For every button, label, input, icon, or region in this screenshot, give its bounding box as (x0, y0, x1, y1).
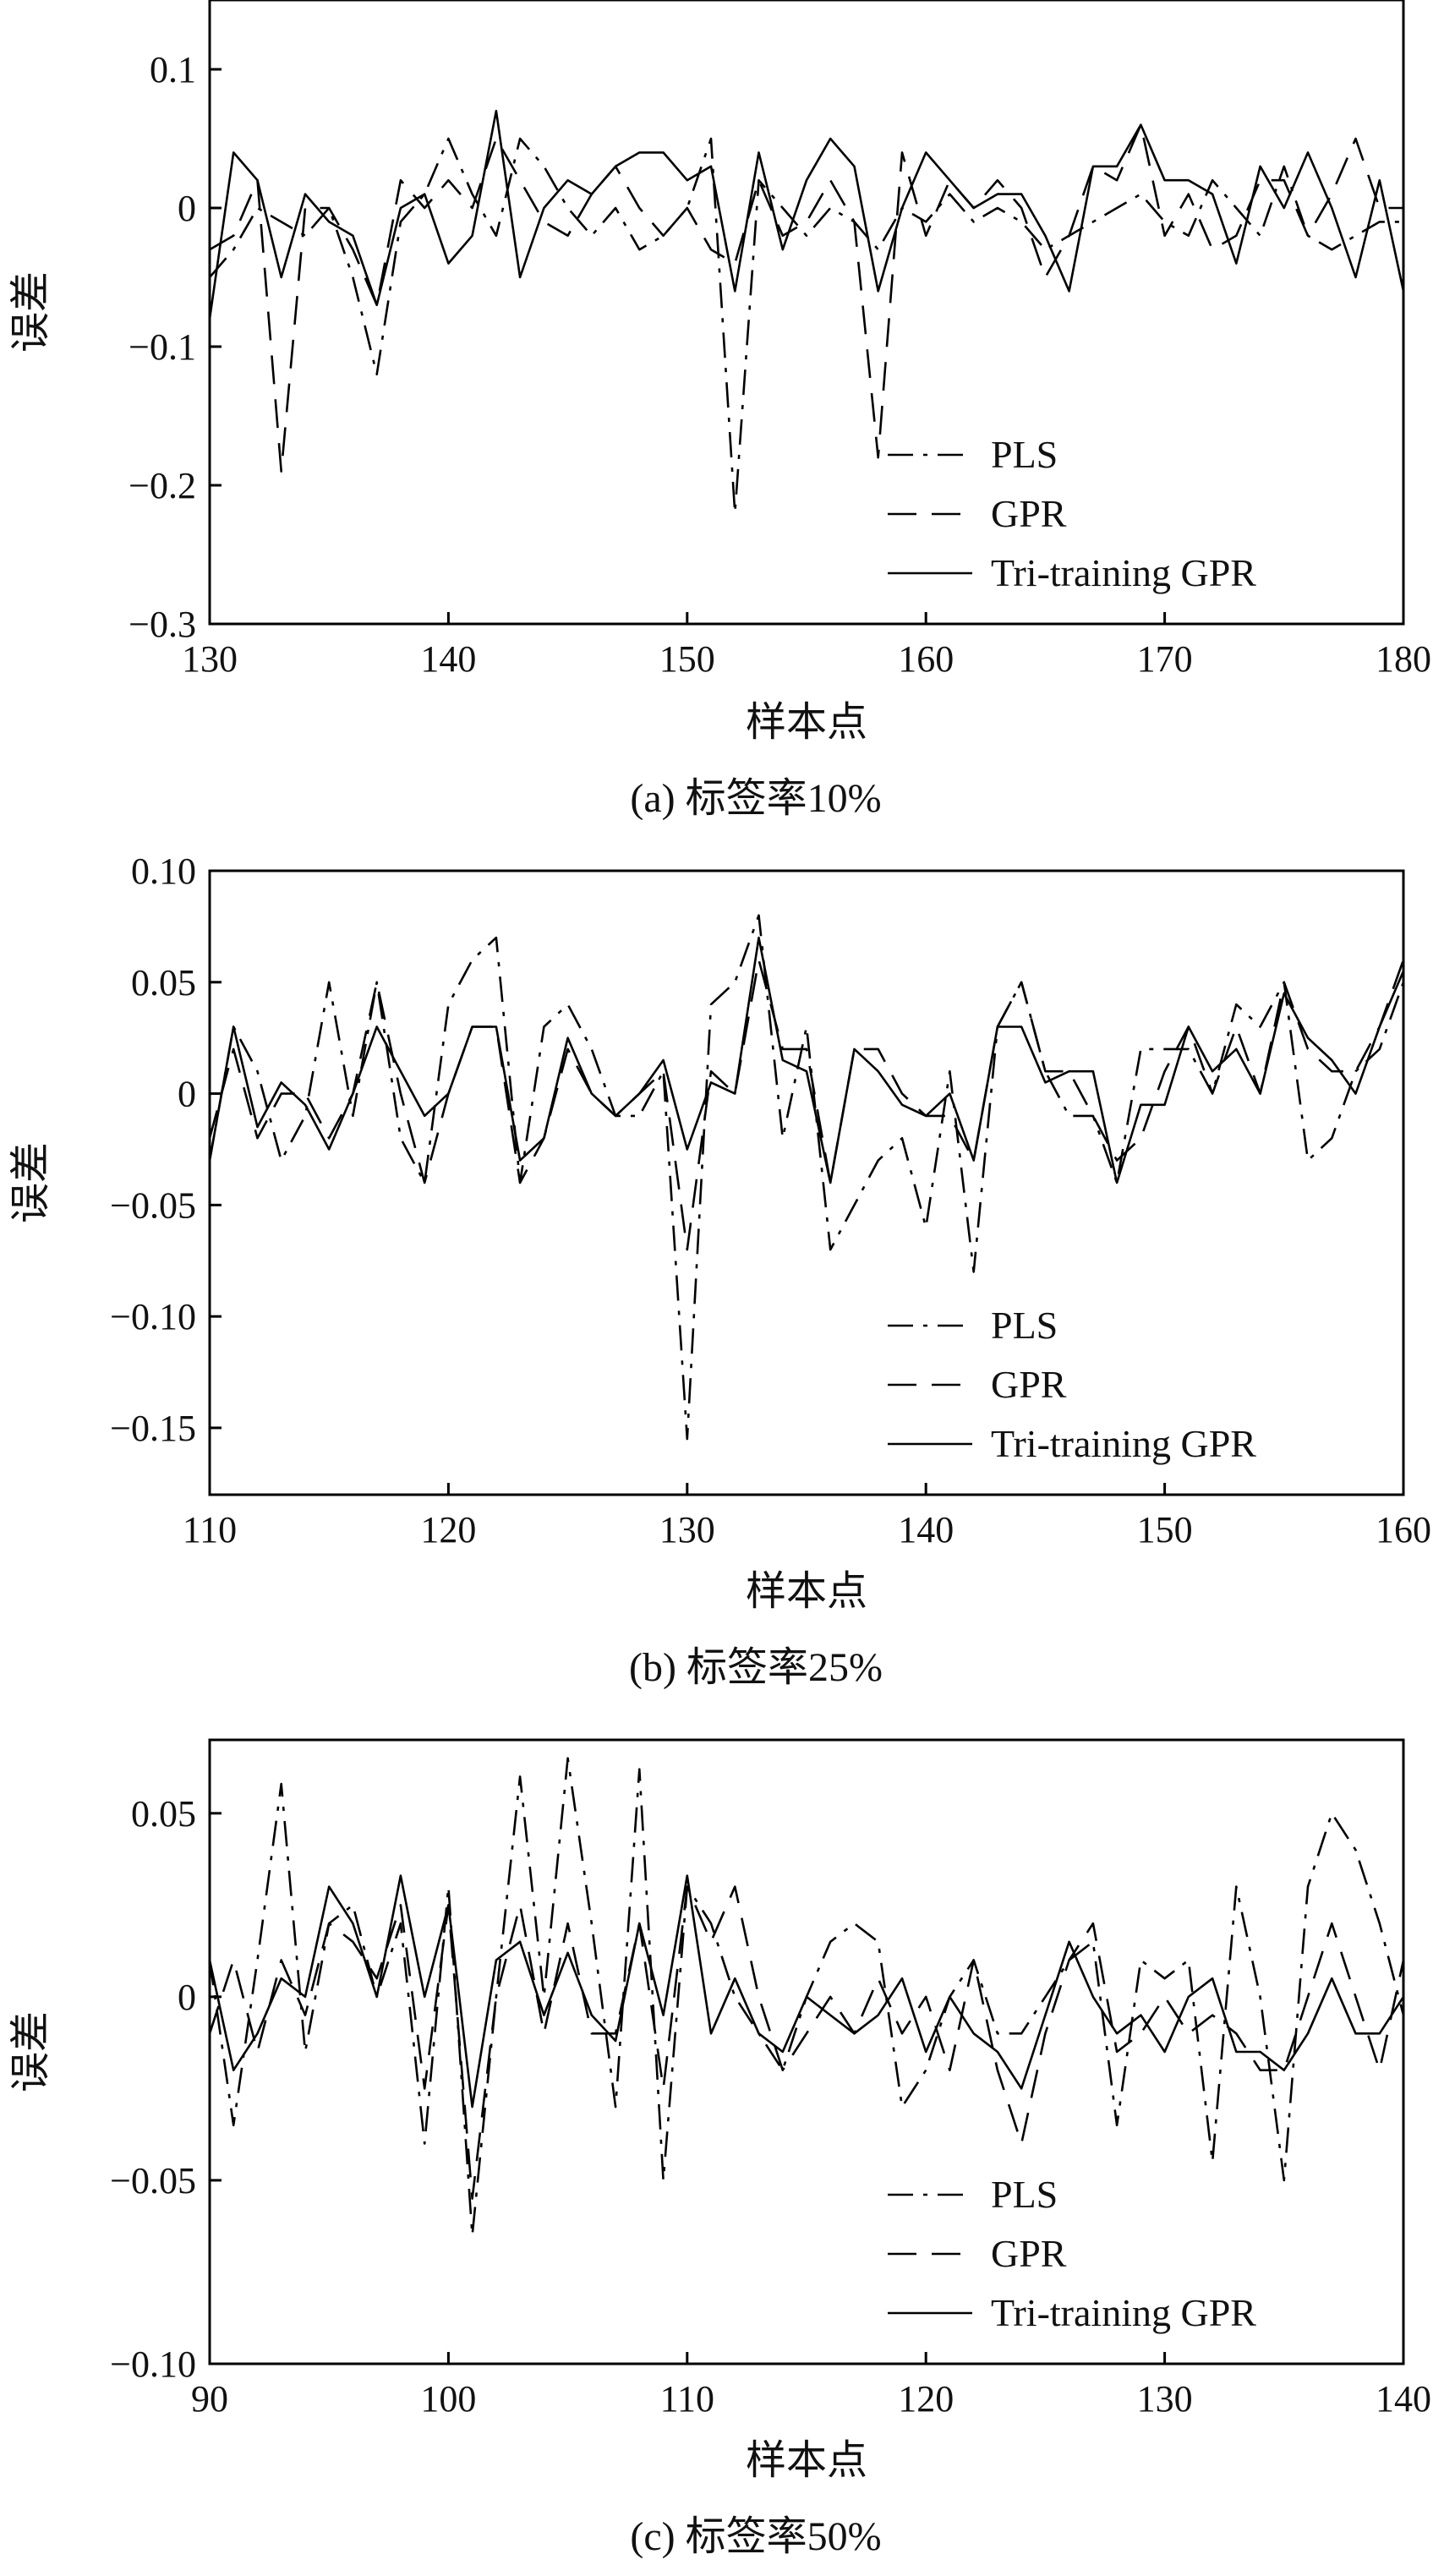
series-group (210, 914, 1403, 1441)
series-line-tri-training-gpr (210, 1874, 1403, 2108)
x-axis-label: 样本点 (746, 2437, 867, 2484)
series-line-tri-training-gpr (210, 936, 1403, 1184)
plot-frame (208, 1738, 1405, 2365)
x-tick-label: 90 (191, 2378, 228, 2420)
x-tick-label: 110 (660, 2378, 714, 2420)
series-line-tri-training-gpr (210, 109, 1403, 320)
y-axis-label: 误差 (7, 271, 54, 353)
plot-frame (208, 0, 1405, 626)
x-tick-label: 130 (1137, 2378, 1193, 2420)
legend-entry: PLS (991, 1304, 1058, 1347)
series-line-gpr (210, 123, 1403, 473)
y-tick-label: 0.10 (131, 850, 196, 892)
y-tick-label: −0.10 (110, 2344, 196, 2385)
y-tick-label: −0.05 (110, 2160, 196, 2201)
x-tick-label: 160 (898, 638, 954, 680)
y-tick-label: −0.2 (129, 465, 196, 506)
x-tick-label: 130 (659, 1509, 715, 1551)
legend-entry: GPR (991, 1363, 1067, 1406)
x-tick-label: 130 (182, 638, 238, 680)
x-tick-label: 110 (183, 1509, 237, 1551)
y-tick-label: −0.3 (129, 604, 196, 645)
x-tick-label: 140 (1376, 2378, 1431, 2420)
series-group (210, 1757, 1403, 2237)
legend-entry: Tri-training GPR (991, 1422, 1256, 1465)
y-tick-label: 0.1 (150, 49, 196, 90)
chart-b: 0.10 0.05 0 −0.05 −0.10 −0.15 110 120 130 140 150 1… (7, 850, 1431, 1690)
x-tick-label: 150 (1137, 1509, 1193, 1551)
plot-frame (208, 869, 1405, 1496)
x-tick-label: 120 (898, 2378, 954, 2420)
y-tick-label: −0.05 (110, 1184, 196, 1226)
x-axis-label: 样本点 (746, 1567, 867, 1615)
legend-entry: GPR (991, 2232, 1067, 2275)
chart-caption: (a) 标签率10% (630, 776, 881, 821)
legend-entry: PLS (991, 2173, 1058, 2216)
y-tick-label: 0 (178, 188, 196, 229)
y-tick-label: −0.1 (129, 326, 196, 368)
x-tick-label: 160 (1376, 1509, 1431, 1551)
x-tick-label: 180 (1376, 638, 1431, 680)
chart-caption: (b) 标签率25% (629, 1645, 883, 1690)
y-axis-label: 误差 (7, 1142, 54, 1223)
legend-entry: Tri-training GPR (991, 551, 1256, 594)
series-line-pls (210, 137, 1403, 515)
x-tick-label: 140 (898, 1509, 954, 1551)
y-tick-label: 0 (178, 1977, 196, 2018)
x-tick-label: 170 (1137, 638, 1193, 680)
legend-entry: PLS (991, 433, 1058, 476)
series-line-pls (210, 914, 1403, 1441)
legend-entry: Tri-training GPR (991, 2291, 1256, 2334)
x-tick-label: 150 (659, 638, 715, 680)
x-tick-label: 120 (420, 1509, 476, 1551)
y-axis-label: 误差 (7, 2011, 54, 2092)
x-axis-label: 样本点 (746, 698, 867, 746)
y-tick-label: −0.10 (110, 1296, 196, 1337)
chart-caption: (c) 标签率50% (630, 2514, 881, 2559)
y-tick-label: 0 (178, 1074, 196, 1115)
series-line-gpr (210, 959, 1403, 1251)
y-tick-label: 0.05 (131, 1793, 196, 1835)
legend-entry: GPR (991, 492, 1067, 535)
y-tick-label: −0.15 (110, 1408, 196, 1449)
x-tick-label: 100 (420, 2378, 476, 2420)
x-tick-label: 140 (420, 638, 476, 680)
series-group (210, 109, 1403, 515)
y-tick-label: 0.05 (131, 962, 196, 1004)
series-line-gpr (210, 1885, 1403, 2200)
